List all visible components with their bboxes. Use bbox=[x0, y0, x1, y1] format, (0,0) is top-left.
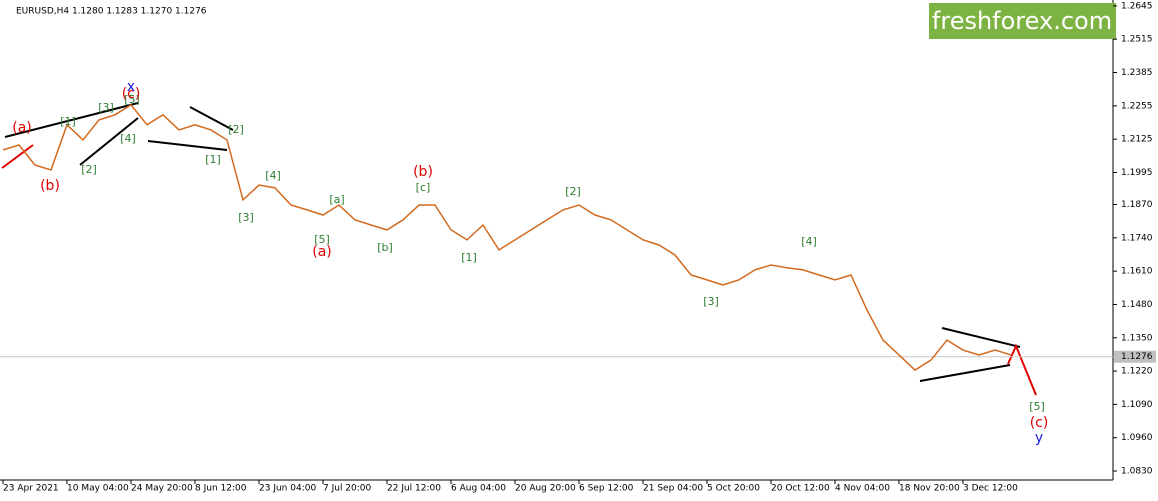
wave-label: [5] bbox=[124, 93, 140, 106]
y-tick-label: 1.1740 bbox=[1121, 233, 1153, 243]
wave-label: [5] bbox=[1029, 400, 1045, 413]
x-tick-label: 10 May 04:00 bbox=[67, 484, 129, 494]
y-tick-label: 1.0960 bbox=[1121, 433, 1153, 443]
y-tick-label: 1.1350 bbox=[1121, 333, 1153, 343]
y-tick-label: 1.2515 bbox=[1121, 35, 1153, 45]
y-tick-label: 1.2645 bbox=[1121, 1, 1153, 11]
wave-label: (b) bbox=[40, 178, 60, 194]
y-tick-label: 1.1995 bbox=[1121, 168, 1153, 178]
wave-label: x bbox=[127, 79, 135, 95]
last-price-label: 1.1276 bbox=[1121, 352, 1153, 362]
wave-label: [3] bbox=[238, 211, 254, 224]
x-tick-label: 8 Jun 12:00 bbox=[195, 484, 247, 494]
x-tick-label: 6 Sep 12:00 bbox=[579, 484, 634, 494]
chart-title: EURUSD,H4 1.1280 1.1283 1.1270 1.1276 bbox=[16, 7, 207, 17]
wave-label: [4] bbox=[265, 169, 281, 182]
wave-label: [1] bbox=[461, 251, 477, 264]
y-tick-label: 1.1870 bbox=[1121, 200, 1153, 210]
y-tick-label: 1.2255 bbox=[1121, 101, 1153, 111]
y-tick-label: 1.1090 bbox=[1121, 400, 1153, 410]
y-tick-label: 1.1220 bbox=[1121, 367, 1153, 377]
wave-label: [2] bbox=[81, 163, 97, 176]
wave-label: [c] bbox=[416, 181, 431, 194]
wave-label: (a) bbox=[12, 120, 32, 136]
wave-label: (a) bbox=[312, 244, 332, 260]
x-tick-label: 7 Jul 20:00 bbox=[323, 484, 372, 494]
y-tick-label: 1.2385 bbox=[1121, 68, 1153, 78]
x-tick-label: 22 Jul 12:00 bbox=[387, 484, 441, 494]
logo-box bbox=[929, 3, 1116, 39]
x-tick-label: 5 Oct 20:00 bbox=[707, 484, 760, 494]
wave-label: [3] bbox=[703, 295, 719, 308]
x-tick-label: 4 Nov 04:00 bbox=[835, 484, 890, 494]
y-tick-label: 1.2125 bbox=[1121, 135, 1153, 145]
wave-label: [b] bbox=[377, 241, 393, 254]
y-tick-label: 1.1480 bbox=[1121, 300, 1153, 310]
x-tick-label: 23 Jun 04:00 bbox=[259, 484, 316, 494]
wave-label: y bbox=[1035, 430, 1043, 446]
price-line bbox=[2, 103, 1012, 372]
x-tick-label: 20 Aug 20:00 bbox=[515, 484, 576, 494]
x-tick-label: 23 Apr 2021 bbox=[3, 484, 59, 494]
logo: freshforex.com bbox=[932, 7, 1112, 35]
wave-label: [1] bbox=[205, 153, 221, 166]
y-tick-label: 1.1610 bbox=[1121, 267, 1153, 277]
x-tick-label: 24 May 20:00 bbox=[131, 484, 193, 494]
x-tick-label: 3 Dec 12:00 bbox=[963, 484, 1018, 494]
wave-label: [4] bbox=[120, 132, 136, 145]
x-tick-label: 6 Aug 04:00 bbox=[451, 484, 506, 494]
x-tick-label: 18 Nov 20:00 bbox=[899, 484, 960, 494]
wave-label: [4] bbox=[801, 235, 817, 248]
wave-label: [2] bbox=[565, 185, 581, 198]
trendlines bbox=[4, 102, 1021, 382]
y-tick-label: 1.0830 bbox=[1121, 467, 1153, 477]
x-tick-label: 21 Sep 04:00 bbox=[643, 484, 703, 494]
wave-label: [3] bbox=[98, 101, 114, 114]
wave-label: (c) bbox=[1030, 415, 1049, 431]
wave-label: [1] bbox=[60, 115, 76, 128]
wave-label: [a] bbox=[329, 193, 344, 206]
wave-label: [5] bbox=[314, 233, 330, 246]
red-arrows bbox=[1, 144, 1037, 396]
last-price-box bbox=[1114, 350, 1156, 363]
x-tick-label: 20 Oct 12:00 bbox=[771, 484, 830, 494]
wave-label: (c) bbox=[122, 86, 141, 102]
wave-label: (b) bbox=[413, 164, 433, 180]
wave-label: [2] bbox=[228, 123, 244, 136]
